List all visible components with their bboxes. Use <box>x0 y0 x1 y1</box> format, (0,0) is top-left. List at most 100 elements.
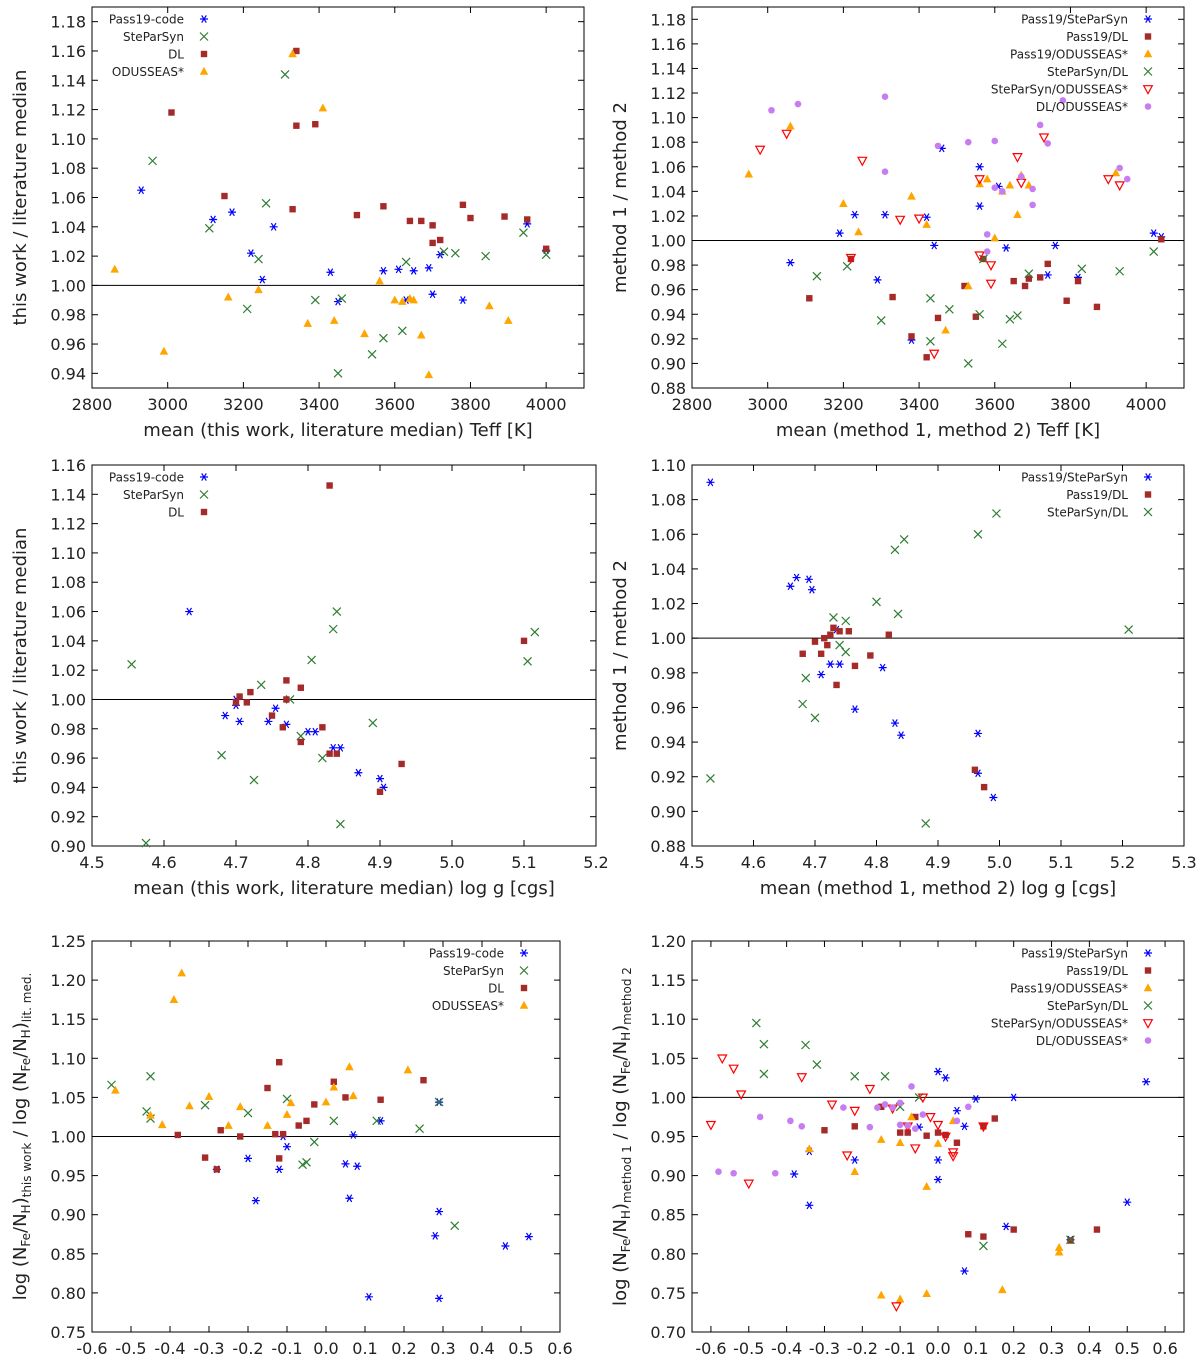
data-point <box>907 191 916 200</box>
y-tick-label: 1.18 <box>50 13 86 32</box>
data-point <box>881 168 889 175</box>
data-point <box>849 1106 861 1117</box>
data-point <box>891 1302 902 1313</box>
data-point <box>978 1241 988 1251</box>
data-point <box>243 699 250 706</box>
legend-label: Pass19/SteParSyn <box>1021 947 1128 961</box>
data-point <box>256 680 266 690</box>
x-tick-label: 3200 <box>823 395 864 414</box>
data-point <box>975 162 984 171</box>
data-point <box>524 1232 533 1241</box>
legend-label: Pass19/DL <box>1066 964 1128 978</box>
data-point <box>786 258 795 267</box>
data-point <box>744 169 754 178</box>
y-tick-label: 1.04 <box>650 560 686 579</box>
legend: Pass19-code SteParSyn DL <box>109 471 209 520</box>
data-point <box>735 1090 747 1101</box>
data-point <box>481 251 491 261</box>
data-point <box>213 1166 220 1173</box>
data-point <box>874 1104 881 1111</box>
data-point <box>850 705 859 714</box>
data-point <box>335 819 345 829</box>
data-point <box>379 266 388 275</box>
y-tick-label: 1.16 <box>50 456 86 475</box>
data-point <box>353 211 361 219</box>
data-point <box>985 261 997 271</box>
y-tick-label: 0.96 <box>650 281 686 300</box>
data-point <box>458 296 467 305</box>
y-tick-label: 1.14 <box>50 485 86 504</box>
data-point <box>269 222 278 231</box>
data-point <box>542 245 550 252</box>
legend-marker <box>1144 967 1152 974</box>
data-point <box>364 1292 373 1301</box>
data-point <box>336 743 345 752</box>
data-point <box>922 213 931 222</box>
y-tick-label: 1.06 <box>650 525 686 544</box>
data-point <box>851 662 859 670</box>
data-point <box>341 1159 350 1168</box>
series-2 <box>127 607 540 848</box>
data-point <box>872 597 881 607</box>
data-point <box>799 650 806 657</box>
series-6 <box>715 1083 972 1177</box>
data-point <box>435 1294 444 1303</box>
series-3 <box>805 1112 1064 1303</box>
series-2 <box>107 1071 460 1231</box>
data-point <box>110 264 120 273</box>
legend-label: Pass19/SteParSyn <box>1021 13 1128 27</box>
x-tick-label: -0.4 <box>154 1339 185 1358</box>
data-point <box>272 1130 279 1138</box>
data-point <box>329 1116 339 1126</box>
x-tick-label: 2800 <box>672 395 713 414</box>
x-tick-label: -0.4 <box>771 1339 802 1358</box>
data-point <box>264 1084 271 1092</box>
y-tick-label: 0.85 <box>50 1245 86 1264</box>
data-point <box>896 1129 904 1136</box>
series-4 <box>111 968 413 1129</box>
y-tick-label: 1.04 <box>650 182 686 201</box>
data-point <box>964 138 972 146</box>
data-point <box>919 1111 927 1118</box>
y-axis-label: this work / literature median <box>10 70 31 326</box>
data-point <box>908 333 915 340</box>
data-point <box>973 529 983 539</box>
data-point <box>1142 1077 1151 1086</box>
data-point <box>1010 277 1017 285</box>
data-point <box>923 1132 930 1139</box>
data-point <box>944 304 954 314</box>
data-point <box>204 1092 214 1100</box>
data-point <box>893 609 903 619</box>
data-point <box>450 1221 460 1231</box>
data-point <box>185 607 194 616</box>
data-point <box>424 370 434 379</box>
legend-marker <box>520 949 528 957</box>
data-point <box>817 650 825 657</box>
plot-frame <box>691 464 1185 847</box>
y-tick-label: 0.90 <box>50 1206 86 1225</box>
y-tick-label: 1.00 <box>50 1128 86 1147</box>
y-tick-label: 1.00 <box>650 629 686 648</box>
data-point <box>728 1064 739 1075</box>
legend-marker <box>1142 1019 1154 1029</box>
data-point <box>1017 173 1025 180</box>
data-point <box>1054 1242 1064 1251</box>
y-tick-label: 1.12 <box>50 101 86 120</box>
chart-panel-3: 4.5 4.6 4.7 4.8 4.9 5.0 5.1 5.2 0.90 0.92 0.94 0.96… <box>10 456 609 899</box>
y-tick-label: 1.20 <box>650 932 686 951</box>
data-point <box>992 509 1001 518</box>
data-point <box>275 1165 284 1174</box>
legend-marker <box>519 966 529 975</box>
data-point <box>524 216 531 223</box>
series-1 <box>706 478 998 802</box>
data-point <box>897 731 906 740</box>
data-point <box>881 1101 889 1108</box>
data-point <box>829 612 838 622</box>
data-point <box>1149 229 1158 238</box>
data-point <box>934 1067 942 1076</box>
data-point <box>963 358 973 368</box>
y-tick-label: 0.90 <box>650 354 686 373</box>
data-point <box>368 718 378 728</box>
data-point <box>835 660 844 669</box>
data-point <box>293 122 300 129</box>
